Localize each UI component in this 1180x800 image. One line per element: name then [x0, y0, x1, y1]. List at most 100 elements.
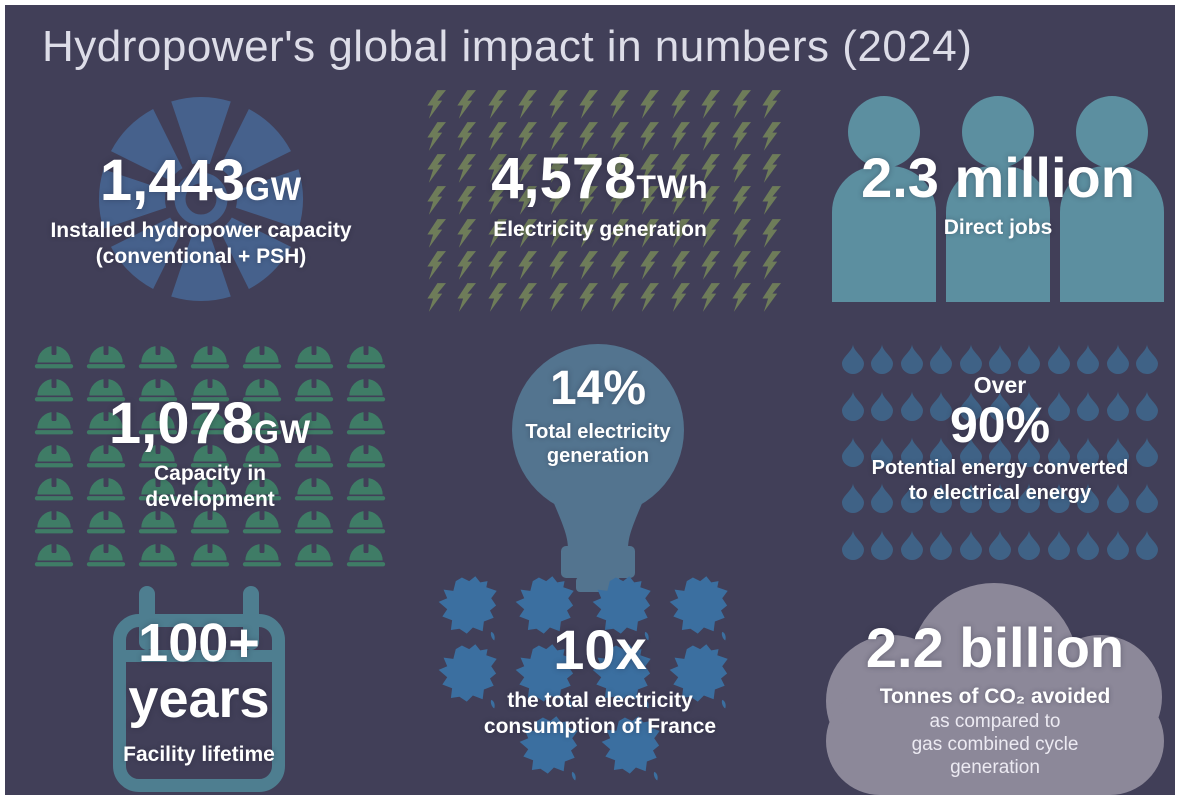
lightning-bolt-icon	[603, 185, 634, 217]
lightning-bolt-icon	[756, 282, 787, 314]
lightning-bolt-icon	[481, 249, 512, 281]
hard-hat-icon	[340, 338, 392, 371]
person-icon	[1060, 96, 1164, 302]
water-drop-icon	[867, 336, 896, 382]
panel-share-generation: 14% Total electricity generation	[498, 365, 698, 469]
hard-hat-icon	[132, 470, 184, 503]
water-drop-icon	[1074, 336, 1103, 382]
hard-hat-icon	[28, 404, 80, 437]
water-drop-icon	[985, 522, 1014, 568]
panel-france-multiple: 10x the total electricity consumption of…	[420, 622, 780, 739]
water-drop-icon	[956, 336, 985, 382]
lightning-bolt-icon	[756, 249, 787, 281]
lightning-bolt-icon	[512, 120, 543, 152]
water-drop-icon	[1044, 382, 1073, 428]
capacity-development-value: 1,078GW	[108, 391, 312, 456]
efficiency-qualifier: Over	[973, 372, 1027, 398]
water-drop-icon	[1074, 429, 1103, 475]
hard-hat-icon	[132, 371, 184, 404]
water-drop-icon	[867, 429, 896, 475]
water-drop-grid	[838, 336, 1162, 568]
lightning-bolt-icon	[451, 282, 482, 314]
france-map-icon	[437, 643, 499, 709]
water-drop-icon	[897, 522, 926, 568]
hard-hat-icon	[340, 437, 392, 470]
hard-hat-icon	[236, 437, 288, 470]
water-drop-icon	[1103, 522, 1132, 568]
direct-jobs-value: 2.3 million	[861, 146, 1135, 209]
france-map-icon	[437, 575, 499, 641]
lightning-bolt-icon	[634, 120, 665, 152]
panel-efficiency: Over 90% Potential energy converted to e…	[828, 372, 1172, 505]
water-drop-icon	[985, 429, 1014, 475]
lightning-bolt-icon	[603, 88, 634, 120]
hard-hat-icon	[340, 470, 392, 503]
lightning-bolt-icon	[756, 153, 787, 185]
water-drop-icon	[1015, 382, 1044, 428]
water-drop-icon	[956, 522, 985, 568]
lightning-bolt-icon	[603, 282, 634, 314]
water-drop-icon	[838, 382, 867, 428]
lightning-bolt-icon	[420, 120, 451, 152]
water-drop-icon	[926, 429, 955, 475]
panel-capacity-development: 1,078GW Capacity in development	[28, 395, 392, 512]
co2-avoided-label: Tonnes of CO₂ avoided	[879, 685, 1111, 708]
water-drop-icon	[897, 475, 926, 521]
lightning-bolt-icon	[664, 120, 695, 152]
lightning-bolt-icon	[634, 185, 665, 217]
water-drop-icon	[1015, 475, 1044, 521]
lightning-bolt-icon	[695, 185, 726, 217]
lightning-bolt-icon	[512, 217, 543, 249]
electricity-generation-label: Electricity generation	[493, 218, 707, 241]
lightning-bolt-icon	[481, 217, 512, 249]
lightning-bolt-icon	[695, 88, 726, 120]
lightning-bolt-icon	[542, 217, 573, 249]
water-drop-icon	[1044, 336, 1073, 382]
lightning-bolt-icon	[725, 282, 756, 314]
lightning-bolt-icon	[603, 249, 634, 281]
lightning-bolt-icon	[481, 282, 512, 314]
lightning-bolt-icon	[512, 185, 543, 217]
lightning-bolt-icon	[512, 282, 543, 314]
lightning-bolt-icon	[756, 120, 787, 152]
hard-hat-icon	[132, 503, 184, 536]
lightning-bolt-icon	[481, 88, 512, 120]
water-drop-icon	[1044, 522, 1073, 568]
lightning-bolt-icon	[664, 153, 695, 185]
electricity-generation-value: 4,578TWh	[491, 146, 709, 211]
hard-hat-icon	[288, 437, 340, 470]
installed-capacity-label: Installed hydropower capacity (conventio…	[50, 219, 352, 268]
lightning-bolt-icon	[542, 120, 573, 152]
water-drop-icon	[1133, 336, 1162, 382]
hard-hat-icon	[340, 371, 392, 404]
water-drop-icon	[985, 336, 1014, 382]
lightning-bolt-icon	[451, 120, 482, 152]
co2-avoided-value: 2.2 billion	[865, 616, 1125, 679]
water-drop-icon	[956, 382, 985, 428]
lightning-bolt-icon	[603, 153, 634, 185]
lightning-bolt-icon	[634, 153, 665, 185]
person-icon-group	[832, 96, 1164, 302]
hard-hat-grid	[28, 338, 392, 569]
lightning-bolt-icon	[481, 153, 512, 185]
hard-hat-icon	[28, 437, 80, 470]
lightning-bolt-icon	[664, 185, 695, 217]
panel-direct-jobs: 2.3 million Direct jobs	[820, 150, 1176, 241]
cloud-icon	[826, 583, 1164, 795]
lightning-bolt-icon	[664, 282, 695, 314]
hard-hat-icon	[340, 404, 392, 437]
hard-hat-icon	[236, 503, 288, 536]
lightning-bolt-icon	[725, 217, 756, 249]
capacity-development-label: Capacity in development	[145, 462, 275, 511]
hard-hat-icon	[184, 536, 236, 569]
hard-hat-icon	[80, 404, 132, 437]
france-multiple-value: 10x	[553, 618, 647, 681]
hard-hat-icon	[236, 536, 288, 569]
lightning-bolt-icon	[420, 217, 451, 249]
lightning-bolt-icon	[603, 217, 634, 249]
lightning-bolt-icon	[756, 217, 787, 249]
lightning-bolt-icon	[725, 88, 756, 120]
hard-hat-icon	[28, 338, 80, 371]
water-drop-icon	[1103, 429, 1132, 475]
water-drop-icon	[926, 382, 955, 428]
